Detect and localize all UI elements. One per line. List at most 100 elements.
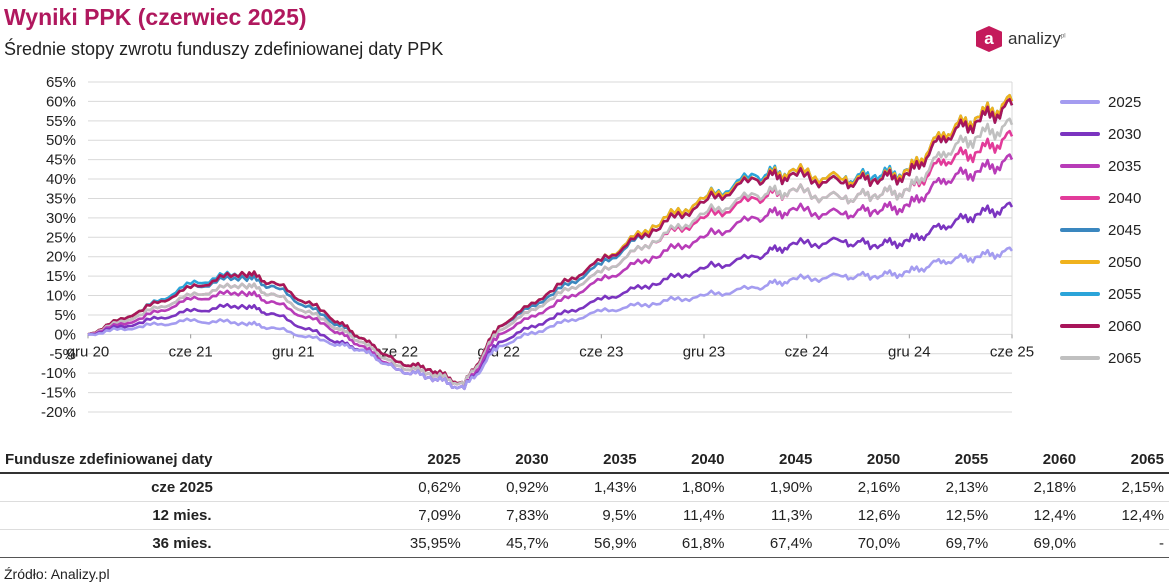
legend-item: 2060 [1060,310,1141,342]
table-cell: 35,95% [363,529,466,558]
y-tick-label: 0% [54,326,76,343]
series-line-2040 [87,129,1014,387]
table-header-row: Fundusze zdefiniowanej daty 2025 2030 2035 2… [0,445,1169,474]
legend-item: 2025 [1060,86,1141,118]
y-tick-label: 10% [46,288,76,305]
y-tick-label: -10% [41,365,76,382]
table-cell: 12,4% [1081,501,1169,530]
logo-icon: a [976,26,1002,52]
y-tick-label: 20% [46,249,76,266]
series-line-2030 [87,201,1014,390]
x-tick-label: gru 23 [683,343,726,360]
table-cell: 9,5% [553,501,642,530]
table-cell: 2,13% [905,473,994,502]
legend-swatch [1060,260,1100,264]
source-note: Źródło: Analizy.pl [4,566,110,582]
legend-swatch [1060,292,1100,296]
table-cell: - [1081,529,1169,558]
legend-item: 2030 [1060,118,1141,150]
table-cell: 70,0% [817,529,906,558]
y-tick-label: 40% [46,171,76,188]
legend-swatch [1060,324,1100,328]
legend-item: 2050 [1060,246,1141,278]
x-tick-label: gru 21 [272,343,315,360]
table-header-cell: 2035 [553,445,642,474]
table-cell: 12,5% [905,501,994,530]
table-cell: cze 2025 [0,473,364,502]
table-header-cell: 2050 [817,445,906,474]
logo-sup: pl [1060,33,1066,40]
table-header-cell: 2040 [641,445,730,474]
table-cell: 69,0% [993,529,1082,558]
y-tick-label: 25% [46,229,76,246]
x-tick-label: gru 24 [888,343,931,360]
legend-item: 2045 [1060,214,1141,246]
series-line-2045 [87,97,1014,387]
series-line-2065 [87,117,1014,387]
table-header-cell: 2060 [993,445,1082,474]
chart-legend: 2025 2030 2035 2040 2045 2050 2055 2060 2065 [1060,86,1141,374]
logo-text: analizypl [1008,29,1066,49]
table-cell: 45,7% [465,529,554,558]
table-cell: 69,7% [905,529,994,558]
table-cell: 0,62% [363,473,466,502]
table-row: 12 mies. 7,09% 7,83% 9,5% 11,4% 11,3% 12,6% 12,… [0,501,1169,530]
y-tick-label: 60% [46,93,76,110]
table-cell: 11,4% [641,501,730,530]
legend-label: 2050 [1108,253,1142,271]
series-line-2060 [87,97,1014,387]
table-cell: 56,9% [553,529,642,558]
series-line-2025 [88,246,1014,390]
analizy-logo: a analizypl [976,26,1066,52]
line-chart: 65% 60% 55% 50% 45% 40% 35% 30% 25% 20% 15% 10% 5% 0%… [41,74,1034,421]
table-row: cze 2025 0,62% 0,92% 1,43% 1,80% 1,90% 2,16% 2,… [0,473,1169,502]
y-tick-label: 30% [46,210,76,227]
table-cell: 1,80% [641,473,730,502]
legend-label: 2060 [1108,317,1142,335]
table-cell: 7,83% [465,501,554,530]
y-tick-label: 55% [46,113,76,130]
results-table: Fundusze zdefiniowanej daty 2025 2030 2035 2… [0,445,1169,558]
y-tick-label: 35% [46,190,76,207]
table-header-cell: 2045 [729,445,818,474]
table-row: 36 mies. 35,95% 45,7% 56,9% 61,8% 67,4% 70,0% 6… [0,529,1169,558]
table-cell: 12,4% [993,501,1082,530]
legend-label: 2040 [1108,189,1142,207]
x-tick-label: cze 23 [579,343,623,360]
y-tick-label: -15% [41,385,76,402]
table-header-cell: 2030 [465,445,554,474]
table-cell: 0,92% [465,473,554,502]
table-cell: 7,09% [363,501,466,530]
table-cell: 61,8% [641,529,730,558]
y-tick-label: 15% [46,268,76,285]
table-cell: 36 mies. [0,529,364,558]
legend-label: 2045 [1108,221,1142,239]
series-line-2035 [87,153,1014,390]
legend-label: 2065 [1108,349,1142,367]
table-cell: 2,18% [993,473,1082,502]
x-tick-label: cze 25 [990,343,1034,360]
legend-item: 2040 [1060,182,1141,214]
table-cell: 2,15% [1081,473,1169,502]
legend-swatch [1060,356,1100,360]
x-tick-label: cze 21 [169,343,213,360]
legend-item: 2065 [1060,342,1141,374]
legend-swatch [1060,228,1100,232]
table-cell: 11,3% [729,501,818,530]
page-subtitle: Średnie stopy zwrotu funduszy zdefiniowa… [4,39,444,59]
legend-swatch [1060,196,1100,200]
y-tick-label: 5% [54,307,76,324]
table-header-cell: 2025 [363,445,466,474]
x-tick-label: cze 22 [374,343,418,360]
legend-item: 2055 [1060,278,1141,310]
legend-label: 2055 [1108,285,1142,303]
legend-swatch [1060,132,1100,136]
series-line-2055 [87,93,1014,387]
table-cell: 67,4% [729,529,818,558]
y-tick-label: -20% [41,404,76,421]
table-cell: 1,90% [729,473,818,502]
legend-label: 2035 [1108,157,1142,175]
table-cell: 12 mies. [0,501,364,530]
y-tick-label: 45% [46,152,76,169]
table-cell: 12,6% [817,501,906,530]
